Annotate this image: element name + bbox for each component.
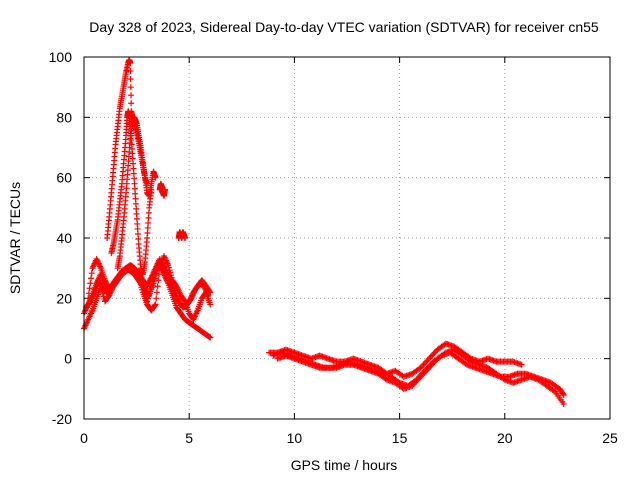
data-point	[130, 160, 137, 167]
data-point	[88, 270, 95, 277]
data-point	[88, 275, 95, 282]
y-tick-label: 0	[64, 351, 72, 367]
data-point	[207, 334, 214, 341]
data-points	[81, 57, 567, 407]
data-point	[145, 219, 152, 226]
series-band-c	[274, 346, 567, 407]
data-point	[207, 301, 214, 308]
x-tick-label: 20	[497, 430, 513, 446]
data-point	[156, 271, 163, 278]
data-point	[181, 235, 188, 241]
y-tick-label: 60	[56, 170, 72, 186]
series-peak-2	[108, 108, 155, 278]
data-point	[560, 391, 567, 398]
y-tick-label: 20	[56, 290, 72, 306]
series-peak-3	[114, 114, 159, 272]
data-point	[131, 185, 138, 192]
data-point	[134, 225, 141, 232]
data-point	[560, 390, 567, 397]
y-tick-label: 100	[49, 49, 73, 65]
data-point	[135, 236, 142, 243]
series-tracks-d	[83, 259, 212, 311]
data-point	[132, 200, 139, 207]
y-tick-label: -20	[52, 411, 72, 427]
data-point	[518, 361, 525, 368]
data-point	[127, 84, 134, 91]
x-axis-label: GPS time / hours	[291, 457, 398, 473]
data-point	[560, 400, 567, 407]
data-point	[130, 170, 137, 177]
series-band-a	[266, 340, 525, 380]
series-blob-4	[156, 180, 169, 199]
y-axis-label: SDTVAR / TECUs	[7, 182, 23, 294]
data-point	[144, 235, 151, 241]
y-tick-label: 40	[56, 230, 72, 246]
x-tick-label: 0	[80, 430, 88, 446]
x-tick-label: 25	[602, 430, 618, 446]
x-tick-label: 10	[287, 430, 303, 446]
data-point	[131, 180, 138, 187]
grid	[84, 57, 610, 419]
data-point	[144, 224, 151, 231]
data-point	[127, 60, 134, 67]
data-point	[205, 292, 212, 299]
data-point	[162, 186, 169, 193]
data-point	[151, 302, 158, 309]
x-tick-label: 5	[185, 430, 193, 446]
data-point	[152, 174, 159, 181]
data-point	[153, 295, 160, 302]
data-point	[133, 215, 140, 222]
data-point	[127, 92, 134, 99]
data-point	[154, 283, 161, 290]
data-point	[131, 175, 138, 182]
data-point	[128, 100, 135, 107]
data-point	[145, 209, 152, 216]
series-blob-5	[175, 228, 188, 241]
chart-title: Day 328 of 2023, Sidereal Day-to-day VTE…	[89, 19, 599, 35]
data-point	[181, 297, 188, 304]
y-tick-label: 80	[56, 109, 72, 125]
x-tick-label: 15	[392, 430, 408, 446]
data-point	[127, 76, 134, 83]
plot-frame	[83, 56, 611, 420]
data-point	[134, 220, 141, 227]
axes: -20 0 20 40 60 80 100 0 5 10 15 20 25	[49, 49, 618, 446]
data-point	[130, 165, 137, 172]
data-point	[127, 68, 134, 75]
data-point	[152, 301, 159, 308]
data-point	[132, 195, 139, 202]
data-point	[144, 229, 151, 236]
data-point	[133, 210, 140, 217]
data-point	[135, 230, 142, 237]
data-point	[133, 205, 140, 212]
data-point	[153, 289, 160, 296]
data-point	[145, 214, 152, 221]
data-point	[86, 285, 93, 292]
data-point	[132, 190, 139, 197]
data-point	[129, 155, 136, 162]
data-point	[129, 150, 136, 157]
data-point	[87, 280, 94, 287]
